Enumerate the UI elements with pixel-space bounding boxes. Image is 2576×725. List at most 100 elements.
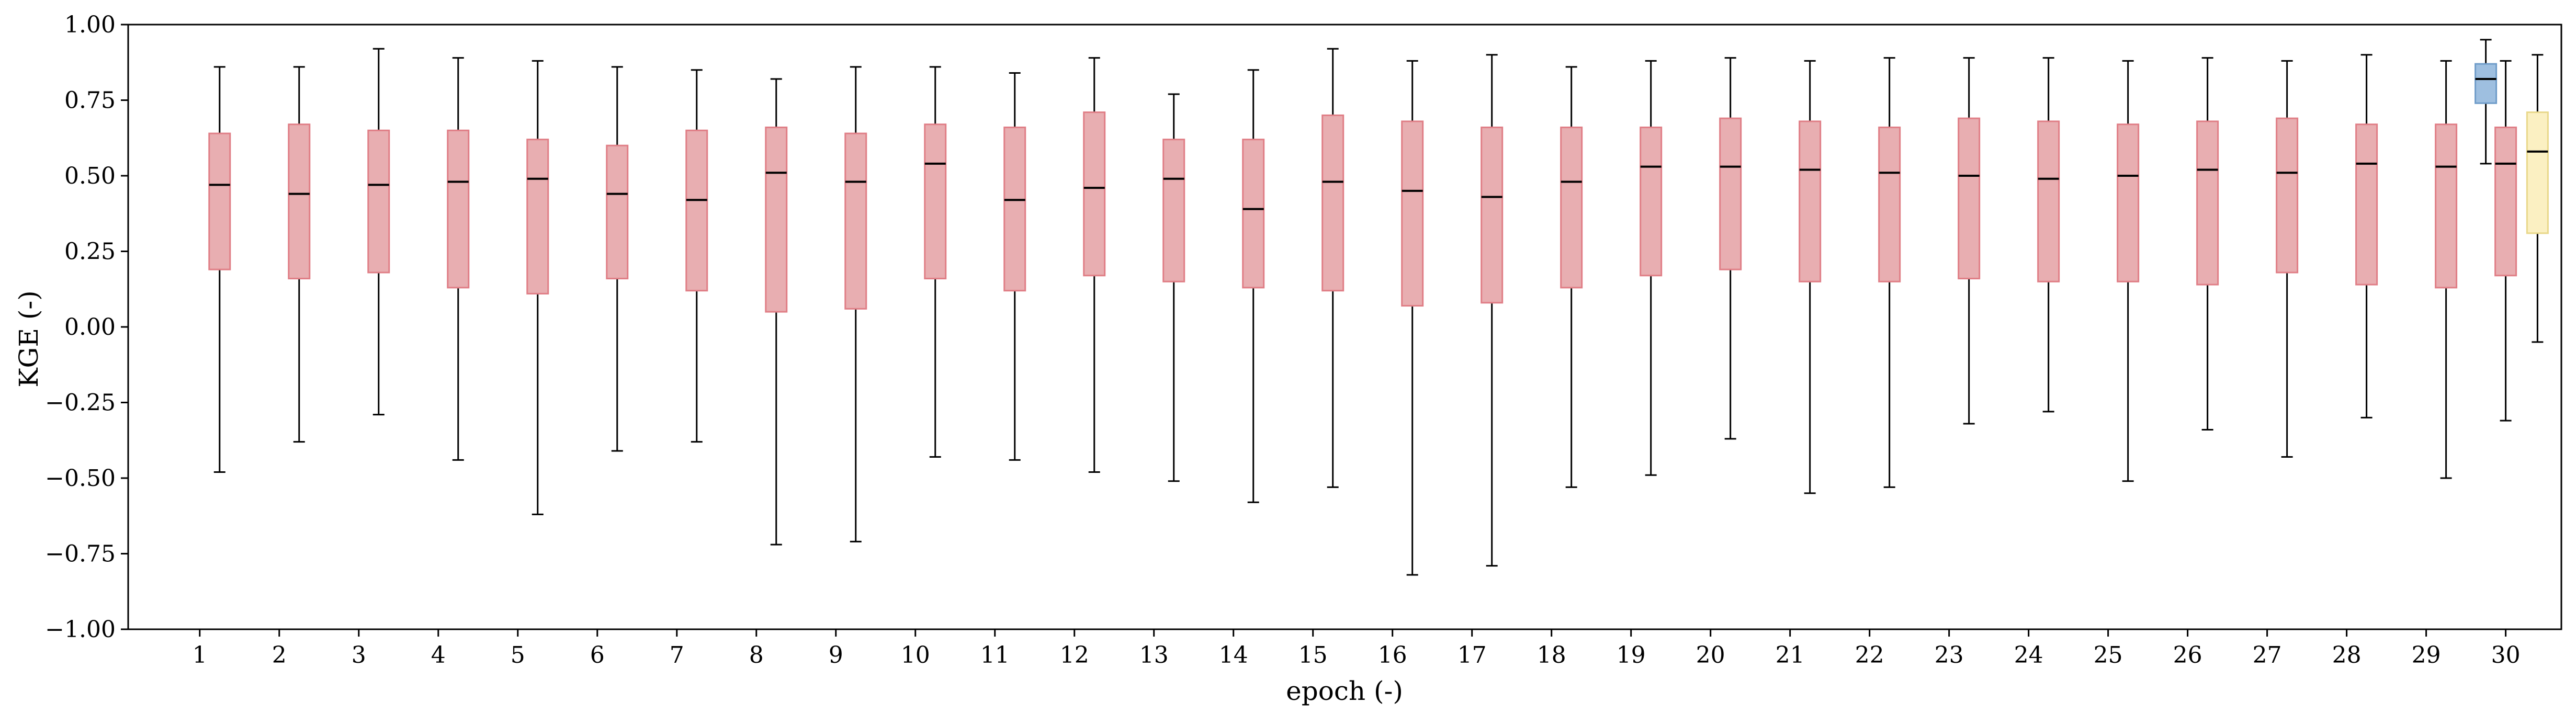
x-tick-label: 1 [193,642,207,669]
y-tick-label: −1.00 [45,616,116,643]
iqr-box [288,123,311,280]
x-tick-label: 28 [2332,642,2362,669]
box-layer [208,39,2549,576]
x-tick-label: 2 [272,642,287,669]
iqr-box [526,139,549,294]
x-axis-label: epoch (-) [1286,676,1403,706]
x-tick-label: 19 [1617,642,1646,669]
red-box [606,66,629,452]
y-tick-label: −0.75 [45,541,116,568]
iqr-box [1799,120,1822,282]
iqr-box [367,129,390,274]
iqr-box [2196,120,2219,286]
red-box [1083,57,1106,473]
iqr-box [685,129,708,292]
iqr-box [924,123,947,280]
iqr-box [2037,120,2060,282]
red-box [1560,66,1583,488]
iqr-box [1321,114,1345,292]
iqr-box [1560,127,1583,289]
iqr-box [1481,127,1504,304]
iqr-box [1242,139,1265,289]
x-tick-label: 25 [2094,642,2123,669]
iqr-box [844,132,867,310]
x-tick-label: 14 [1219,642,1248,669]
red-box [2355,54,2378,418]
red-box [367,48,390,416]
iqr-box [1401,120,1424,307]
iqr-box [208,132,231,270]
x-tick-label: 18 [1537,642,1566,669]
x-tick-label: 9 [829,642,843,669]
x-tick-label: 12 [1060,642,1089,669]
y-tick-label: −0.25 [45,390,116,416]
x-tick-label: 15 [1298,642,1328,669]
x-tick-label: 26 [2173,642,2202,669]
x-tick-label: 13 [1139,642,1169,669]
iqr-box [765,127,788,313]
y-tick-label: −0.50 [45,465,116,492]
y-tick-label: 0.00 [64,314,116,341]
iqr-box [1083,111,1106,277]
iqr-box [2117,123,2140,282]
red-box [2435,60,2458,479]
red-box [2494,60,2517,422]
plot-frame [127,24,2562,630]
x-tick-label: 21 [1776,642,1805,669]
iqr-box [2355,123,2378,286]
y-axis-label: KGE (-) [14,290,44,388]
iqr-box [1162,139,1185,282]
x-tick-label: 16 [1378,642,1407,669]
iqr-box [1878,127,1901,282]
y-tick-label: 0.25 [64,239,116,265]
red-box [1162,93,1185,482]
red-box [526,60,549,515]
iqr-box [1640,127,1663,277]
red-box [924,66,947,458]
iqr-box [1958,117,1981,280]
x-tick-label: 20 [1696,642,1725,669]
x-tick-label: 29 [2412,642,2441,669]
red-box [1878,57,1901,488]
x-tick-label: 30 [2491,642,2521,669]
iqr-box [2435,123,2458,289]
iqr-box [447,129,470,289]
red-box [765,78,788,546]
red-box [208,66,231,473]
red-box [1321,48,1345,488]
yellow-box [2526,54,2549,343]
x-tick-label: 8 [749,642,764,669]
y-tick-label: 0.50 [64,163,116,189]
y-tick-label: 1.00 [64,12,116,38]
red-box [447,57,470,461]
axis-layer: −1.00 −0.75 −0.50 −0.25 0.00 0.25 0.50 0.75 1.00… [45,12,2562,669]
red-box [1481,54,1504,567]
red-box [2276,60,2299,458]
red-box [1958,57,1981,425]
red-box [1401,60,1424,576]
red-box [1799,60,1822,494]
red-box [685,69,708,443]
x-tick-label: 17 [1458,642,1487,669]
x-tick-label: 11 [980,642,1010,669]
red-box [844,66,867,542]
red-box [1640,60,1663,476]
red-box [2196,57,2219,431]
iqr-box [1003,127,1026,292]
iqr-box [2475,63,2498,104]
red-box [1003,72,1026,461]
iqr-box [2276,117,2299,274]
x-tick-label: 3 [352,642,366,669]
x-tick-label: 4 [431,642,446,669]
blue-box [2475,39,2498,165]
y-tick-label: 0.75 [64,87,116,114]
red-box [2037,57,2060,413]
red-box [1242,69,1265,503]
iqr-box [1719,117,1742,270]
red-box [2117,60,2140,482]
x-tick-label: 5 [511,642,525,669]
x-tick-label: 6 [590,642,605,669]
x-tick-label: 7 [670,642,684,669]
x-tick-label: 23 [1935,642,1964,669]
